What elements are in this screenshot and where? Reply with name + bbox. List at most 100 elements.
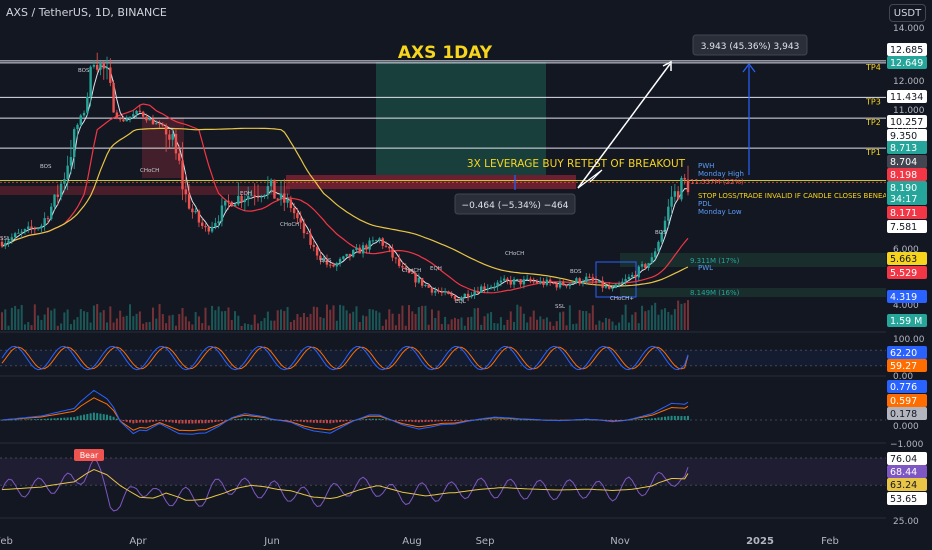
- candle-body: [79, 115, 82, 125]
- volume-bar: [214, 310, 217, 330]
- structure-label: BOS: [570, 269, 582, 275]
- structure-label: BOS: [40, 164, 52, 170]
- price-tag-label: 8.171: [890, 208, 917, 219]
- candle-body: [631, 274, 634, 277]
- macd-hist-bar: [106, 414, 109, 420]
- candle-body: [525, 278, 529, 280]
- candle-body: [151, 118, 155, 125]
- candle-body: [424, 284, 427, 286]
- volume-bar: [188, 321, 191, 330]
- candle-body: [647, 263, 650, 268]
- macd-hist-bar: [614, 420, 617, 421]
- candle-body: [161, 124, 165, 126]
- volume-bar: [667, 311, 670, 330]
- candle-body: [588, 276, 591, 278]
- monday-high-label: Monday High: [698, 170, 744, 178]
- macd-hist-bar: [46, 418, 49, 420]
- macd-tick: 0.000: [893, 422, 919, 432]
- candle-body: [437, 290, 440, 292]
- macd-hist-bar: [385, 419, 388, 421]
- candle-body: [342, 256, 345, 259]
- structure-label: BOS: [78, 68, 90, 74]
- chart-annotation-title: AXS 1DAY: [398, 43, 493, 63]
- candle-body: [105, 67, 109, 69]
- pwh-label: PWH: [698, 162, 714, 170]
- candle-body: [460, 297, 463, 301]
- macd-hist-bar: [56, 418, 59, 420]
- macd-hist-bar: [483, 419, 486, 421]
- rsi-ma-tag: [887, 478, 927, 491]
- macd-hist-bar: [529, 419, 532, 421]
- macd-hist-bar: [30, 419, 33, 420]
- volume-bar: [174, 325, 177, 330]
- volume-bar: [309, 313, 312, 330]
- volume-bar: [99, 312, 102, 330]
- candle-body: [292, 208, 296, 214]
- candle-body: [184, 189, 188, 195]
- volume-bar: [306, 317, 309, 330]
- candle-body: [660, 232, 663, 242]
- macd-hist-bar: [260, 419, 263, 420]
- macd-hist-bar: [1, 420, 3, 421]
- volume-bar: [480, 324, 483, 330]
- volume-bar: [545, 317, 548, 330]
- volume-bar: [476, 307, 479, 330]
- candle-body: [532, 281, 535, 283]
- candle-body: [434, 290, 437, 293]
- tp-label: TP2: [865, 118, 881, 127]
- candle-body: [443, 291, 447, 293]
- volume-bar: [453, 317, 456, 330]
- volume-bar: [329, 309, 332, 330]
- macd-hist-bar: [60, 417, 63, 420]
- volume-bar: [588, 313, 591, 330]
- candle-body: [17, 232, 20, 234]
- candle-body: [0, 241, 4, 247]
- volume-bar: [536, 319, 539, 330]
- macd-hist-bar: [86, 413, 89, 420]
- candle-body: [440, 291, 444, 293]
- macd-hist-bar: [286, 420, 289, 421]
- candle-body: [397, 258, 401, 266]
- macd-value: 0.776: [890, 382, 917, 393]
- volume-bar: [430, 309, 433, 330]
- stoch-tick: 0.00: [893, 372, 913, 382]
- volume-bar: [362, 315, 365, 330]
- structure-label: BOS: [655, 230, 667, 236]
- volume-bar: [112, 322, 115, 330]
- macd-hist-bar: [148, 420, 151, 423]
- price-tag: [887, 192, 927, 205]
- volume-bar: [371, 309, 374, 330]
- macd-hist-bar: [398, 420, 401, 421]
- candle-body: [568, 283, 572, 287]
- candle-body: [168, 134, 171, 140]
- candle-body: [558, 281, 562, 288]
- volume-bar: [4, 309, 7, 330]
- currency-button[interactable]: USDT: [889, 4, 926, 22]
- candle-body: [667, 206, 670, 221]
- macd-hist-bar: [53, 418, 56, 420]
- candle-body: [36, 228, 40, 230]
- volume-bar: [496, 323, 499, 330]
- candle-body: [312, 244, 316, 247]
- volume-bar: [601, 322, 604, 330]
- macd-hist-bar: [532, 419, 535, 421]
- macd-hist-bar: [414, 420, 417, 423]
- volume-bar: [618, 322, 621, 330]
- macd-hist-bar: [194, 420, 197, 424]
- candle-body: [542, 280, 545, 285]
- volume-bar: [253, 314, 256, 330]
- macd-hist-bar: [237, 418, 240, 420]
- candle-body: [4, 243, 7, 247]
- volume-bar: [220, 311, 223, 330]
- volume-bar: [66, 309, 69, 330]
- volume-bar: [670, 314, 673, 330]
- volume-bar: [506, 319, 509, 330]
- macd-hist-bar: [319, 420, 322, 423]
- structure-label: CHoCH+: [610, 296, 634, 302]
- time-tick: Apr: [129, 536, 147, 547]
- candle-body: [611, 288, 614, 290]
- candle-body: [453, 296, 457, 299]
- volume-bar: [14, 305, 17, 330]
- candle-body: [263, 194, 266, 197]
